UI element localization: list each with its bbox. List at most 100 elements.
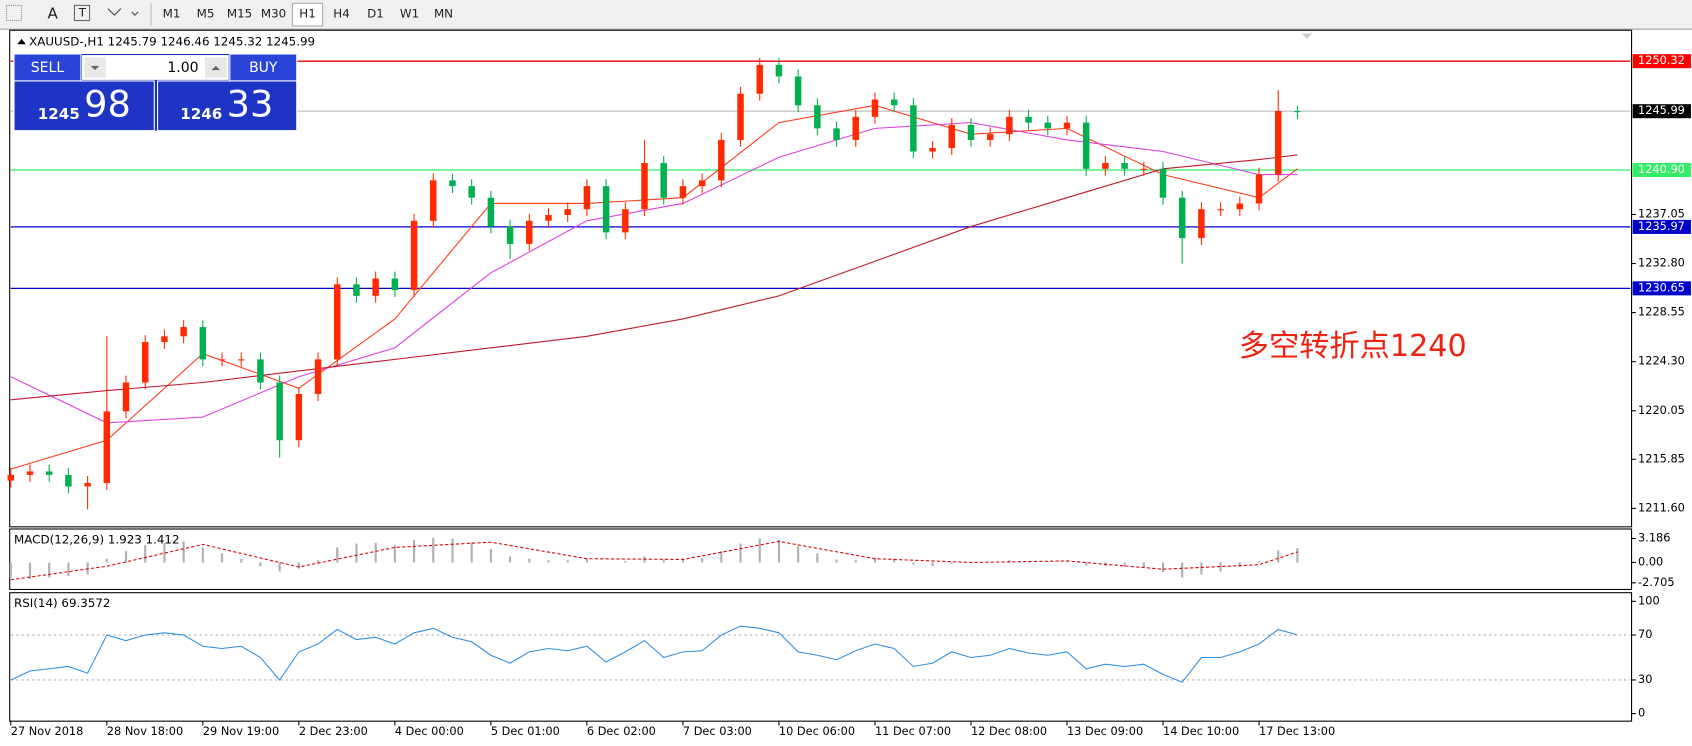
- x-tick-label: 29 Nov 19:00: [203, 724, 279, 738]
- candle-body: [314, 359, 322, 395]
- buy-label[interactable]: BUY: [249, 60, 278, 76]
- signal-line: [10, 540, 1298, 581]
- active-timeframe: [291, 2, 324, 27]
- macd-bar: [1238, 562, 1241, 567]
- candle-body: [1121, 163, 1128, 169]
- macd-bar: [297, 562, 300, 569]
- macd-bar: [355, 543, 358, 563]
- y-tick-label: 0: [1638, 706, 1645, 720]
- bid-pips: 98: [84, 82, 131, 125]
- candle-body: [7, 474, 15, 481]
- candle-body: [1274, 111, 1282, 175]
- candle-body: [1236, 203, 1244, 210]
- timeframe-button[interactable]: W1: [400, 7, 419, 21]
- timeframe-button[interactable]: M30: [261, 7, 286, 21]
- x-tick-label: 11 Dec 07:00: [875, 724, 951, 738]
- candle-body: [871, 99, 879, 117]
- candle-body: [257, 359, 264, 383]
- collapse-icon[interactable]: [17, 38, 26, 45]
- buy-button[interactable]: [229, 53, 298, 82]
- candle-body: [545, 215, 552, 221]
- macd-bar: [374, 542, 377, 563]
- ask-pips: 33: [227, 82, 274, 125]
- timeframe-button[interactable]: M5: [197, 7, 215, 21]
- label-tool[interactable]: [73, 4, 91, 22]
- macd-bar: [1200, 562, 1203, 575]
- timeframe-button[interactable]: H4: [333, 7, 349, 21]
- macd-bar: [1257, 560, 1261, 563]
- macd-bar: [739, 543, 742, 563]
- candle-body: [1294, 111, 1301, 113]
- x-tick-label: 7 Dec 03:00: [683, 724, 752, 738]
- rsi-panel: [9, 592, 1633, 722]
- candle-body: [622, 209, 629, 233]
- macd-bar: [489, 548, 492, 563]
- candle-body: [122, 382, 130, 412]
- macd-bar: [1065, 561, 1069, 563]
- shapes-tool[interactable]: [107, 8, 139, 16]
- candle-body: [372, 278, 379, 296]
- macd-bar: [201, 547, 204, 563]
- macd-bar: [797, 545, 800, 563]
- macd-bar: [1219, 562, 1222, 572]
- macd-bar: [278, 562, 281, 572]
- sell-label[interactable]: SELL: [31, 60, 65, 76]
- candle-body: [410, 220, 418, 291]
- macd-bar: [931, 562, 934, 567]
- x-tick-label: 28 Nov 18:00: [107, 724, 183, 738]
- main-panel: [9, 29, 1633, 528]
- label-tool-icon: T: [78, 5, 87, 19]
- timeframe-button[interactable]: MN: [434, 7, 453, 21]
- macd-bar: [144, 545, 147, 563]
- y-tick-label: 1220.05: [1638, 403, 1685, 417]
- toolbar: [0, 0, 1692, 30]
- shift-marker: [1301, 33, 1313, 39]
- price-level-label: 1240.90: [1638, 162, 1685, 176]
- macd-bar: [220, 553, 224, 563]
- bid-box[interactable]: [13, 80, 155, 132]
- candle-body: [814, 105, 821, 129]
- candle-body: [1082, 122, 1090, 169]
- timeframe-button[interactable]: H1: [299, 7, 315, 21]
- macd-bar: [681, 558, 684, 563]
- candle-body: [237, 359, 245, 361]
- ask-box[interactable]: [157, 80, 298, 132]
- text-tool[interactable]: A: [47, 5, 58, 23]
- lot-value[interactable]: 1.00: [167, 60, 198, 76]
- crosshair-icon[interactable]: [5, 4, 23, 22]
- macd-bar: [451, 538, 454, 563]
- y-tick-label: 0.00: [1638, 554, 1663, 568]
- candle-body: [65, 474, 72, 487]
- moving-average: [10, 154, 1298, 401]
- macd-bar: [950, 562, 953, 564]
- y-tick-label: 30: [1638, 672, 1652, 686]
- rsi-line: [10, 625, 1298, 683]
- macd-bar: [777, 539, 781, 563]
- x-tick-label: 17 Dec 13:00: [1259, 724, 1335, 738]
- candle-body: [775, 64, 783, 77]
- candle-body: [199, 327, 207, 360]
- candle-body: [1198, 209, 1205, 239]
- candle-body: [487, 197, 495, 227]
- x-tick-label: 5 Dec 01:00: [491, 724, 560, 738]
- trade-panel: SELL 1.00 BUY 1245 98 1246 33: [13, 53, 298, 132]
- candle-body: [583, 186, 591, 210]
- sell-button[interactable]: [13, 53, 82, 82]
- candle-body: [218, 359, 226, 361]
- price-level-tag: [1632, 281, 1691, 296]
- price-level-tag: [1632, 104, 1691, 119]
- macd-bar: [182, 541, 185, 563]
- macd-bar: [336, 547, 339, 563]
- price-level-label: 1230.65: [1638, 280, 1685, 294]
- timeframe-button[interactable]: M1: [163, 7, 181, 21]
- timeframe-button[interactable]: D1: [367, 7, 384, 21]
- y-tick-label: 1215.85: [1638, 451, 1685, 465]
- macd-bar: [9, 562, 12, 578]
- timeframe-button[interactable]: M15: [227, 7, 252, 21]
- candle-body: [1140, 168, 1148, 170]
- candle-body: [890, 99, 898, 106]
- candle-body: [564, 209, 571, 216]
- candle-body: [910, 105, 917, 152]
- lot-input[interactable]: [82, 55, 229, 80]
